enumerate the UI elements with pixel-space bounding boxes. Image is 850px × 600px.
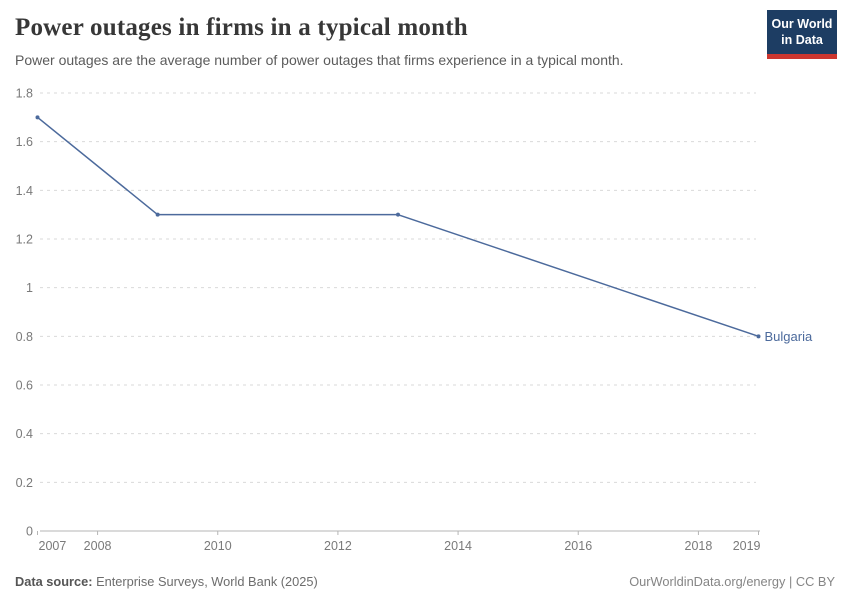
page-subtitle: Power outages are the average number of …	[15, 52, 624, 68]
series-line-bulgaria[interactable]	[37, 116, 759, 338]
owid-logo-line1: Our World	[771, 17, 833, 31]
x-tick-label: 2012	[324, 539, 352, 553]
line-chart: 0 0.2 0.4 0.6 0.8 1 1.2 1.4 1.6 1.8 2007 2008 2010 20…	[16, 87, 813, 554]
x-tick-label: 2019	[733, 539, 761, 553]
data-source-label: Data source:	[15, 574, 93, 589]
license-note[interactable]: OurWorldinData.org/energy | CC BY	[629, 574, 835, 589]
chart-header: Power outages in firms in a typical mont…	[15, 14, 730, 68]
page-title: Power outages in firms in a typical mont…	[15, 14, 468, 41]
chart-footer: Data source: Enterprise Surveys, World B…	[15, 574, 835, 589]
data-source-value: Enterprise Surveys, World Bank (2025)	[96, 574, 318, 589]
x-tick-label: 2018	[685, 539, 713, 553]
y-tick-label: 1.8	[16, 87, 33, 101]
y-tick-label: 1.6	[16, 135, 33, 149]
series-point[interactable]	[155, 212, 160, 217]
y-tick-label: 0.4	[16, 427, 33, 441]
series-label-bulgaria[interactable]: Bulgaria	[765, 329, 813, 344]
y-tick-label: 1.4	[16, 184, 33, 198]
y-tick-label: 0.6	[16, 379, 33, 393]
x-tick-label: 2014	[444, 539, 472, 553]
y-tick-label: 1	[26, 281, 33, 295]
data-source: Data source: Enterprise Surveys, World B…	[15, 574, 318, 589]
owid-logo: Our World in Data	[767, 10, 837, 60]
x-tick-label: 2008	[84, 539, 112, 553]
series-point[interactable]	[35, 115, 40, 120]
x-tick-label: 2016	[564, 539, 592, 553]
series-point[interactable]	[396, 212, 400, 217]
series-point[interactable]	[756, 334, 761, 339]
x-tick-label: 2007	[39, 539, 67, 553]
x-tick-label: 2010	[204, 539, 232, 553]
y-tick-label: 1.2	[16, 233, 33, 247]
y-tick-label: 0.2	[16, 476, 33, 490]
y-tick-label: 0	[26, 525, 33, 539]
y-tick-label: 0.8	[16, 330, 33, 344]
owid-logo-line2: in Data	[781, 32, 823, 47]
